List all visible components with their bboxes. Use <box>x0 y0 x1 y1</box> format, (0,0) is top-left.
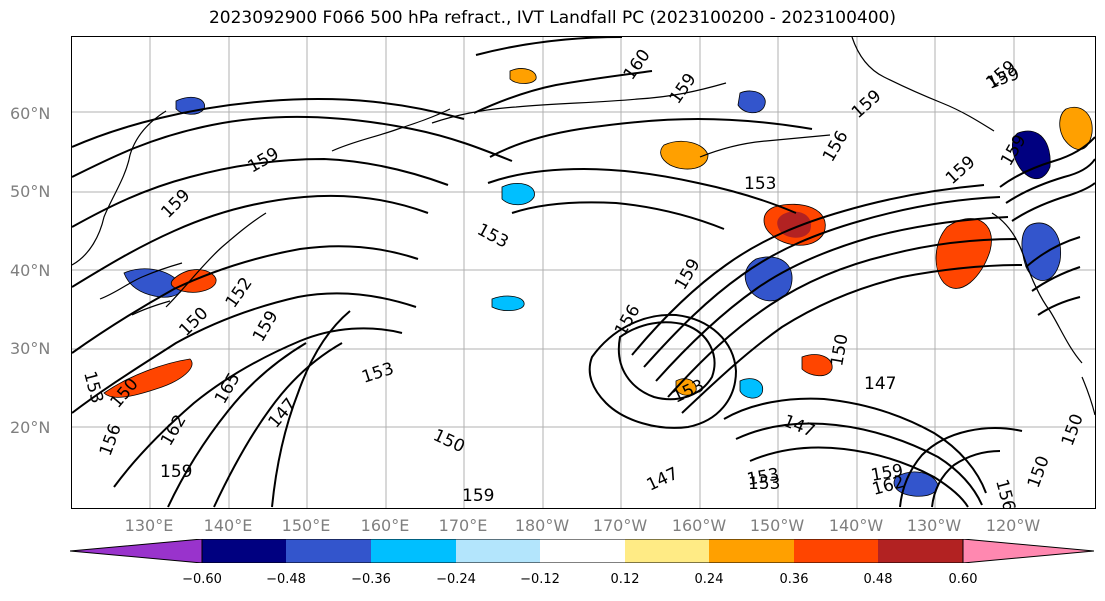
contour-label: 156 <box>819 127 853 165</box>
figure-title: 2023092900 F066 500 hPa refract., IVT La… <box>208 8 896 28</box>
coastlines <box>72 37 1095 416</box>
lat-label-60n: 60°N <box>10 104 51 123</box>
refractivity-contours <box>72 37 1095 508</box>
contour-label: 150 <box>827 332 852 367</box>
lat-label-40n: 40°N <box>10 261 51 280</box>
contour-label: 165 <box>211 369 245 407</box>
colorbar-segment <box>456 539 540 563</box>
colorbar-label: 0.24 <box>694 572 724 587</box>
contour-label: 152 <box>222 274 257 312</box>
map-canvas: 160 159 159 159 159 159 156 159 153 153 … <box>72 37 1095 508</box>
colorbar-label: 0.60 <box>948 572 978 587</box>
contour-label: 156 <box>991 477 1019 508</box>
contour-label: 153 <box>79 369 107 406</box>
lon-label-130w: 130°W <box>906 516 962 535</box>
contour-label: 159 <box>462 486 494 506</box>
contour-label: 159 <box>942 152 980 189</box>
lon-label-180w: 180°W <box>514 516 570 535</box>
colorbar-segment <box>202 539 286 563</box>
contour-label: 160 <box>620 46 655 84</box>
lon-label-130e: 130°E <box>124 516 174 535</box>
contour-label: 147 <box>864 374 896 394</box>
map-panel: 160 159 159 159 159 159 156 159 153 153 … <box>71 36 1096 509</box>
contour-label: 147 <box>780 411 818 442</box>
colorbar-label: 0.12 <box>610 572 640 587</box>
contour-label: 159 <box>249 307 283 345</box>
lon-label-170e: 170°E <box>438 516 488 535</box>
lat-label-50n: 50°N <box>10 182 51 201</box>
colorbar-label: −0.48 <box>266 572 306 587</box>
contour-label: 147 <box>644 464 682 496</box>
contour-label: 150 <box>175 303 212 340</box>
contour-label: 159 <box>245 144 283 178</box>
contour-label: 159 <box>666 70 701 108</box>
colorbar-segment <box>878 539 963 563</box>
lon-label-150w: 150°W <box>749 516 805 535</box>
lat-label-20n: 20°N <box>10 418 51 437</box>
colorbar-extend-max <box>962 539 1094 563</box>
contour-label: 150 <box>1058 411 1088 448</box>
colorbar-label: 0.36 <box>779 572 809 587</box>
colorbar-label: −0.24 <box>436 572 476 587</box>
colorbar-segment <box>794 539 878 563</box>
lon-label-120w: 120°W <box>985 516 1041 535</box>
colorbar-segment <box>625 539 709 563</box>
contour-label: 153 <box>359 359 396 388</box>
lon-label-160w: 160°W <box>671 516 727 535</box>
lon-label-160e: 160°E <box>360 516 410 535</box>
colorbar-label: −0.60 <box>182 572 222 587</box>
colorbar-label: −0.36 <box>351 572 391 587</box>
lon-label-150e: 150°E <box>281 516 331 535</box>
contour-label: 150 <box>430 425 468 457</box>
colorbar-segment <box>286 539 371 563</box>
lon-label-140w: 140°W <box>828 516 884 535</box>
contour-label: 153 <box>748 474 780 494</box>
contour-label: 153 <box>744 174 776 194</box>
contour-label: 159 <box>157 185 194 222</box>
colorbar-segment <box>371 539 456 563</box>
lat-label-30n: 30°N <box>10 339 51 358</box>
colorbar-segment <box>540 539 625 563</box>
colorbar-label: −0.12 <box>520 572 560 587</box>
contour-label: 153 <box>670 376 708 408</box>
contour-label: 159 <box>160 462 192 482</box>
contour-label: 150 <box>1024 453 1054 490</box>
contour-labels: 160 159 159 159 159 159 156 159 153 153 … <box>79 46 1088 508</box>
colorbar-extend-min <box>70 539 203 563</box>
colorbar-label: 0.48 <box>863 572 893 587</box>
lon-label-140e: 140°E <box>203 516 253 535</box>
colorbar-segment <box>709 539 794 563</box>
colorbar <box>70 539 1094 563</box>
contour-label: 153 <box>474 220 512 253</box>
lon-label-170w: 170°W <box>592 516 648 535</box>
contour-label: 162 <box>157 411 191 449</box>
contour-label: 159 <box>848 86 886 123</box>
pc-shading <box>103 68 1093 497</box>
